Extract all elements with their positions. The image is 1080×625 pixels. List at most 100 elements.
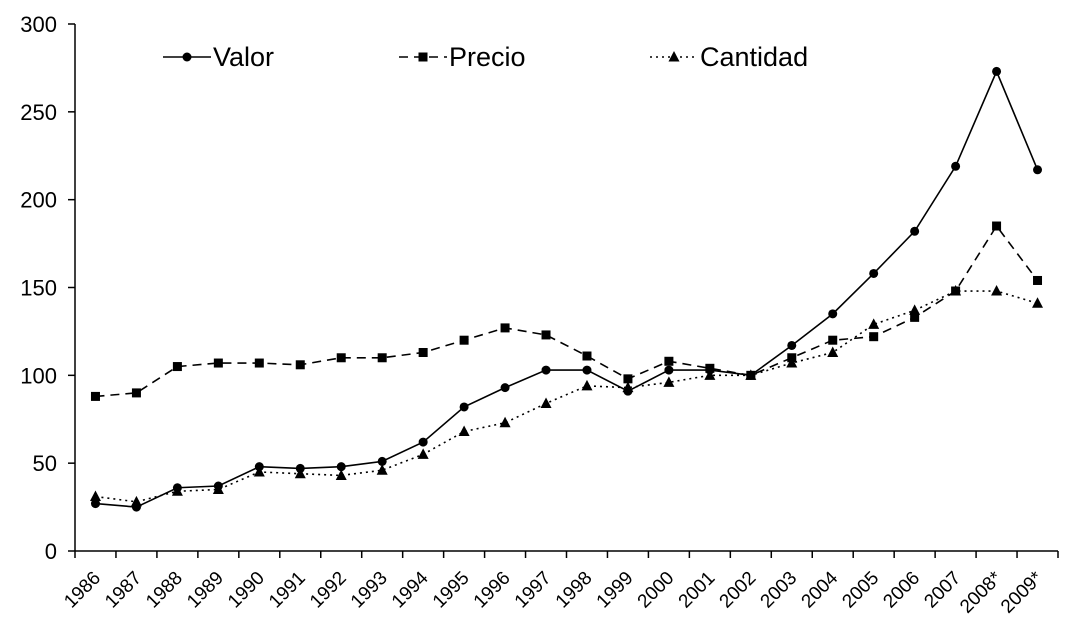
data-point-precio xyxy=(500,323,510,333)
y-tick-label: 100 xyxy=(20,363,57,388)
data-point-valor xyxy=(787,340,797,350)
legend-item-valor: Valor xyxy=(163,42,274,72)
data-point-cantidad xyxy=(909,304,921,315)
data-point-cantidad xyxy=(786,357,798,368)
data-point-cantidad xyxy=(704,369,716,380)
x-tick-label: 1990 xyxy=(224,568,269,613)
data-point-valor xyxy=(90,499,100,509)
chart-series xyxy=(89,66,1044,512)
data-point-cantidad xyxy=(540,397,552,408)
x-tick-label: 2008* xyxy=(956,567,1006,617)
y-tick-label: 250 xyxy=(20,100,57,125)
data-point-precio xyxy=(295,360,305,370)
legend-label-valor: Valor xyxy=(213,42,274,72)
x-tick-label: 2001 xyxy=(675,568,720,613)
series-precio xyxy=(90,221,1043,401)
data-point-cantidad xyxy=(294,467,306,479)
data-point-precio xyxy=(336,353,346,363)
data-point-valor xyxy=(418,437,428,447)
y-tick-label: 150 xyxy=(20,276,57,301)
data-point-cantidad xyxy=(991,285,1003,296)
data-point-precio xyxy=(172,362,182,372)
data-point-valor xyxy=(828,309,838,319)
series-line-precio xyxy=(95,224,1039,398)
y-tick-label: 0 xyxy=(45,539,57,564)
data-point-cantidad xyxy=(581,379,593,391)
x-tick-label: 1996 xyxy=(470,568,515,613)
data-point-cantidad xyxy=(130,495,142,507)
data-point-valor xyxy=(377,456,387,466)
data-point-precio xyxy=(90,391,100,401)
x-tick-label: 1994 xyxy=(388,567,433,612)
data-point-valor xyxy=(1033,165,1043,175)
data-point-cantidad xyxy=(950,285,962,296)
legend-label-cantidad: Cantidad xyxy=(700,42,808,72)
data-point-precio xyxy=(213,358,223,368)
chart-legend: Valor Precio Cantidad xyxy=(163,42,808,72)
data-point-valor xyxy=(869,268,879,278)
y-tick-label: 200 xyxy=(20,188,57,213)
data-point-precio xyxy=(459,335,469,345)
data-point-valor xyxy=(459,402,469,412)
data-point-precio xyxy=(828,335,838,345)
data-point-valor xyxy=(500,383,510,393)
legend-marker-cantidad xyxy=(668,51,680,62)
x-tick-label: 2002 xyxy=(716,568,761,613)
data-point-precio xyxy=(418,347,428,357)
data-point-cantidad xyxy=(335,469,347,480)
x-tick-label: 1987 xyxy=(101,568,146,613)
data-point-cantidad xyxy=(458,425,470,437)
legend-label-precio: Precio xyxy=(449,42,526,72)
series-line-valor xyxy=(95,69,1039,508)
x-tick-label: 1992 xyxy=(306,568,351,613)
chart-axes: 0501001502002503001986198719881989199019… xyxy=(20,12,1059,618)
data-point-cantidad xyxy=(868,318,880,329)
legend-marker-precio xyxy=(418,52,428,62)
x-tick-label: 1998 xyxy=(552,568,597,613)
data-point-cantidad xyxy=(89,490,101,502)
data-point-valor xyxy=(582,365,592,375)
y-tick-label: 300 xyxy=(20,12,57,37)
x-tick-label: 2003 xyxy=(757,568,802,613)
x-tick-label: 2005 xyxy=(838,568,883,613)
x-tick-label: 1988 xyxy=(142,568,187,613)
x-tick-label: 2000 xyxy=(634,568,679,613)
data-point-precio xyxy=(664,356,674,366)
x-tick-label: 1989 xyxy=(183,568,228,613)
data-point-valor xyxy=(992,66,1002,76)
data-point-cantidad xyxy=(622,381,634,393)
data-point-cantidad xyxy=(376,464,388,475)
data-point-precio xyxy=(623,374,633,384)
data-point-precio xyxy=(869,332,879,342)
y-tick-label: 50 xyxy=(33,451,57,476)
legend-item-cantidad: Cantidad xyxy=(650,42,808,72)
data-point-cantidad xyxy=(171,485,183,496)
data-point-precio xyxy=(1033,275,1043,285)
data-point-precio xyxy=(992,221,1002,231)
x-tick-label: 2004 xyxy=(798,567,843,612)
x-tick-label: 1986 xyxy=(60,568,105,613)
data-point-cantidad xyxy=(745,369,757,380)
x-tick-label: 1997 xyxy=(511,568,556,613)
data-point-cantidad xyxy=(212,483,224,495)
x-tick-label: 2009* xyxy=(997,567,1047,617)
x-tick-label: 1993 xyxy=(347,568,392,613)
x-tick-label: 1999 xyxy=(593,568,638,613)
series-line-cantidad xyxy=(95,290,1038,503)
x-tick-label: 1995 xyxy=(429,568,474,613)
legend-item-precio: Precio xyxy=(399,42,526,72)
data-point-cantidad xyxy=(253,465,265,477)
data-point-precio xyxy=(254,358,264,368)
data-point-cantidad xyxy=(827,346,839,357)
series-cantidad xyxy=(89,285,1044,507)
data-point-precio xyxy=(582,351,592,361)
data-point-cantidad xyxy=(417,448,429,459)
x-tick-label: 2006 xyxy=(879,568,924,613)
data-point-cantidad xyxy=(1032,297,1044,308)
x-tick-label: 1991 xyxy=(265,568,310,613)
data-point-valor xyxy=(910,226,920,236)
data-point-precio xyxy=(377,353,387,363)
data-point-cantidad xyxy=(663,376,675,387)
data-point-valor xyxy=(664,365,674,375)
